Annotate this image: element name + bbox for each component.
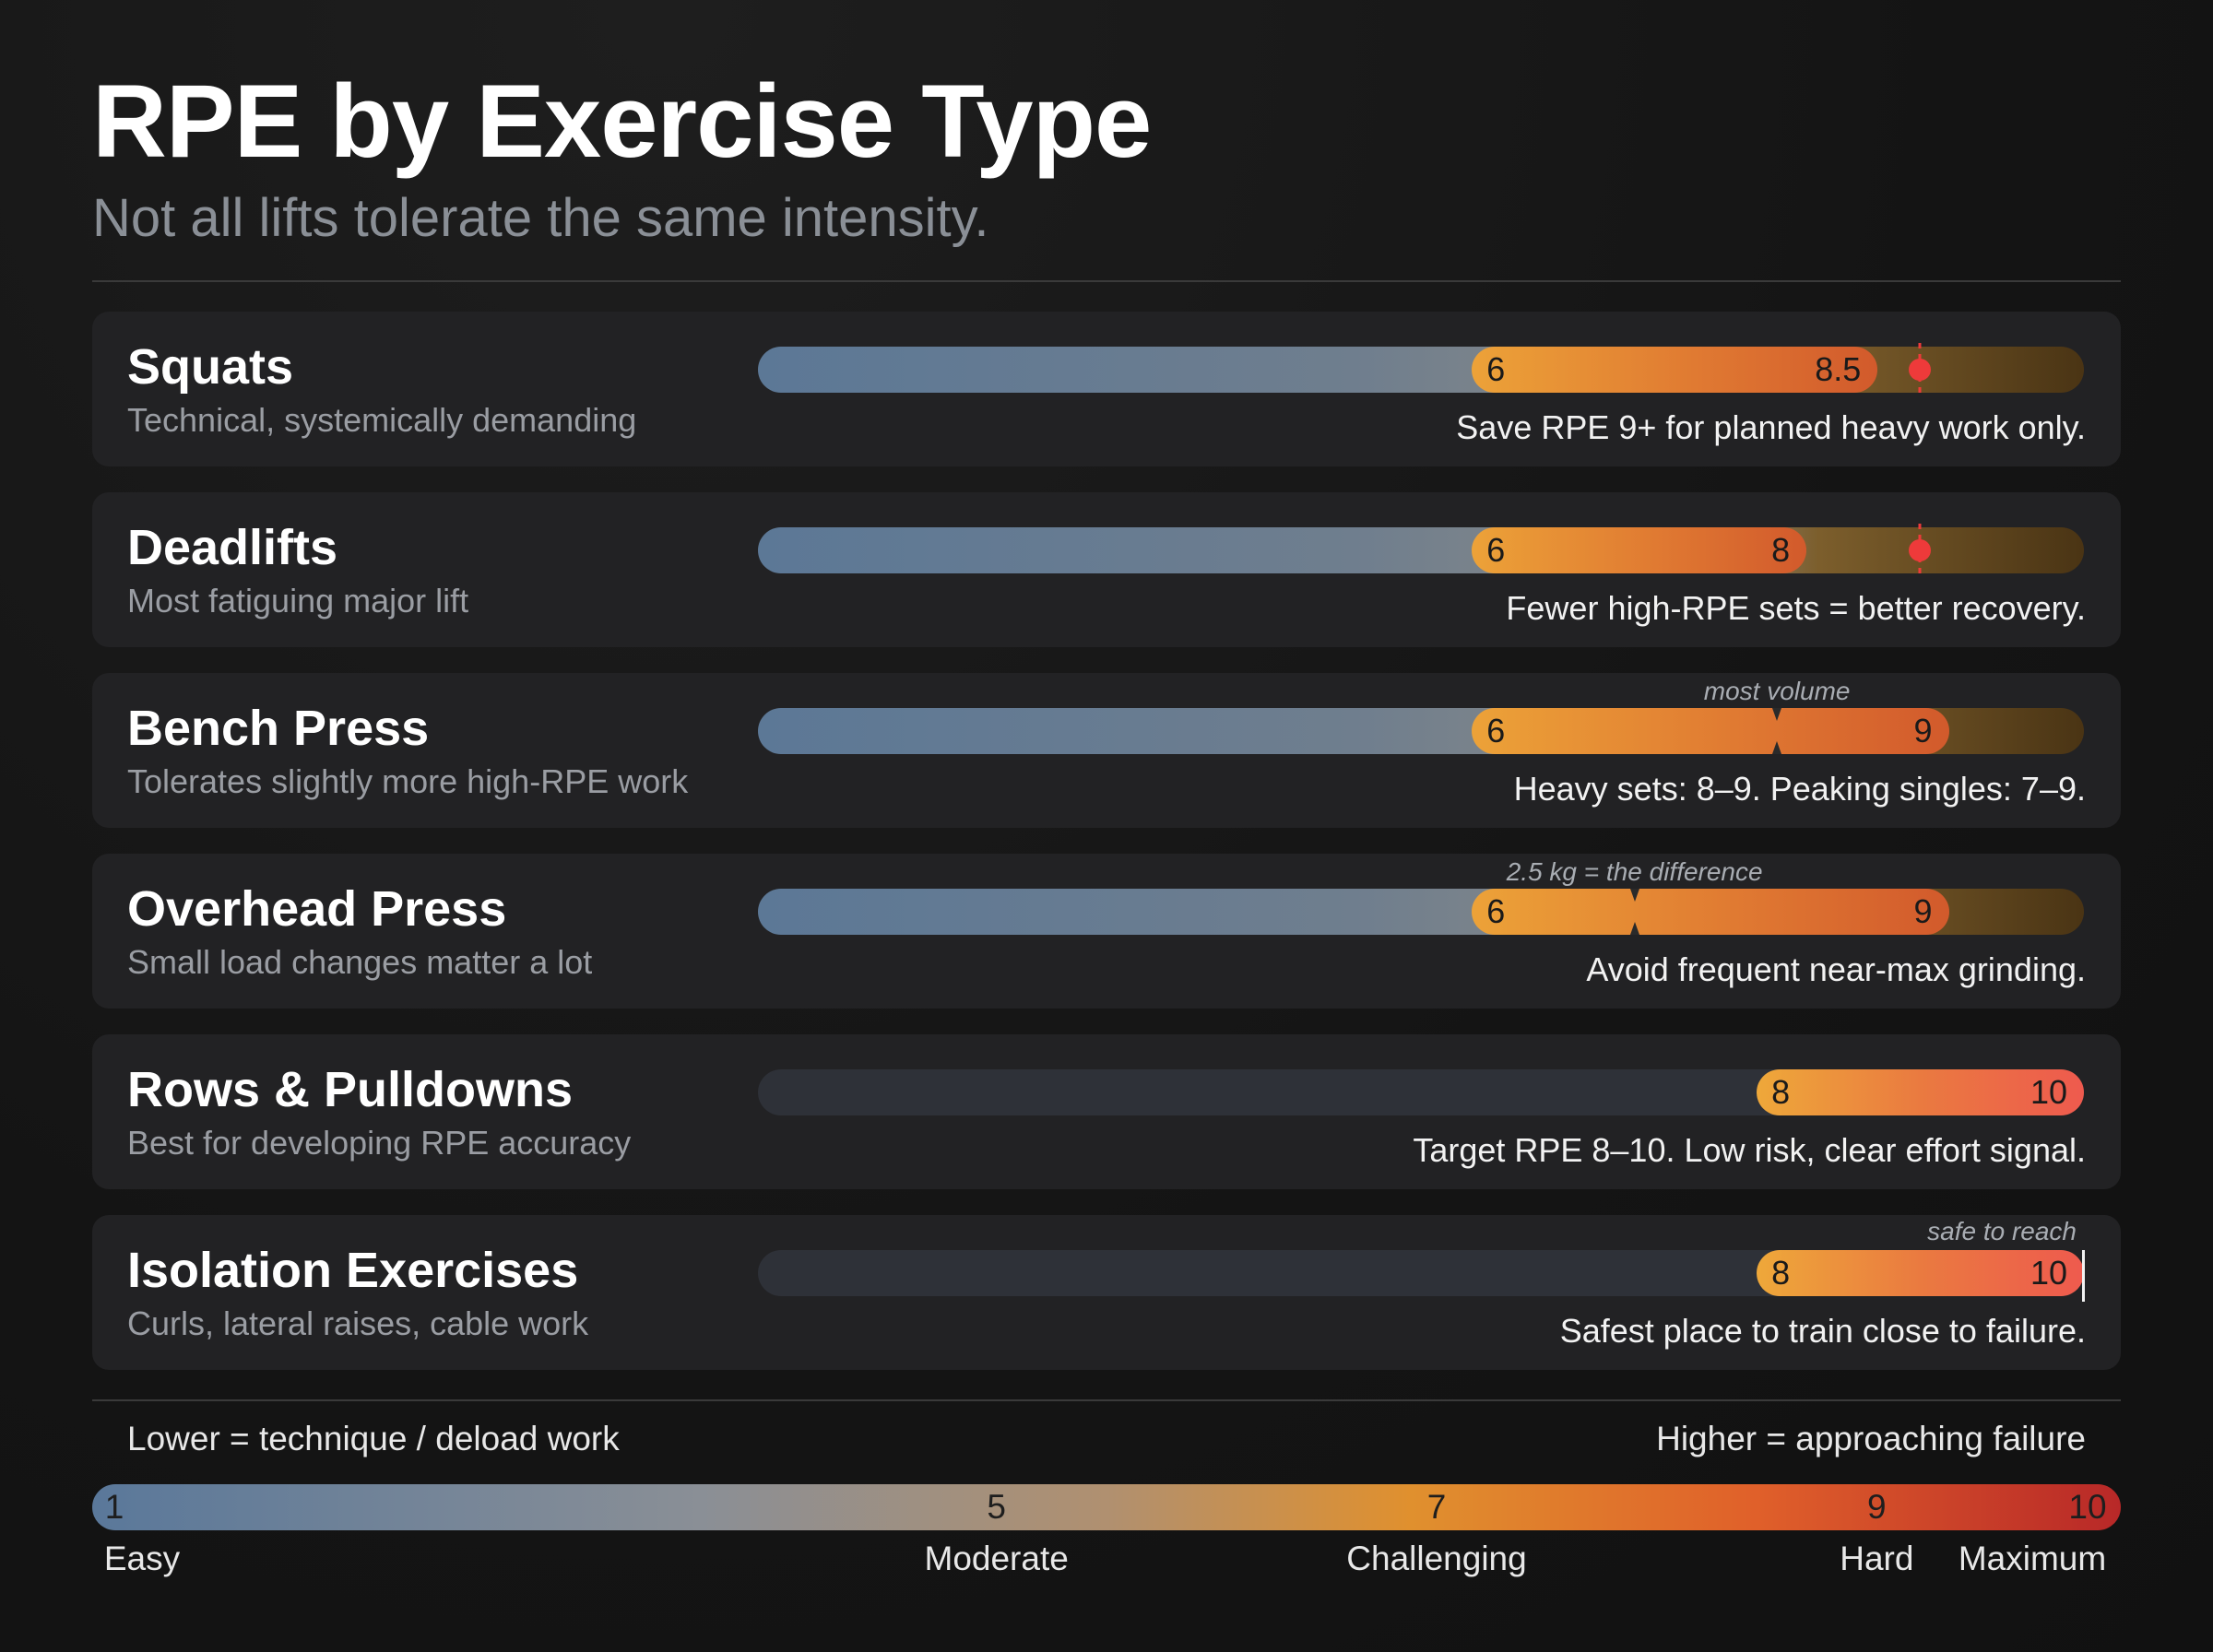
rpe-track [758, 527, 2084, 573]
exercise-card-bench-press: Bench Press Tolerates slightly more high-… [92, 673, 2121, 828]
range-high-label: 10 [2030, 1254, 2067, 1292]
exercise-card-isolation-exercises: Isolation Exercises Curls, lateral raises… [92, 1215, 2121, 1370]
scale-divider [92, 1399, 2121, 1401]
scale-tick-value: 7 [1426, 1488, 1447, 1526]
caution-marker-icon [1908, 343, 1931, 396]
exercise-note: Fewer high-RPE sets = better recovery. [1506, 589, 2086, 627]
scale-right-caption: Higher = approaching failure [1656, 1420, 2086, 1457]
exercise-subtitle: Small load changes matter a lot [127, 943, 593, 981]
scale-tick-value: 9 [1867, 1488, 1887, 1526]
range-low-label: 8 [1771, 1073, 1791, 1111]
rpe-scale-bar [92, 1484, 2121, 1530]
exercise-subtitle: Best for developing RPE accuracy [127, 1124, 632, 1162]
scale-left-caption: Lower = technique / deload work [127, 1420, 620, 1457]
rpe-range-bar: 8 10 [1757, 1250, 2084, 1296]
range-low-label: 8 [1771, 1254, 1791, 1292]
exercise-name: Bench Press [127, 701, 430, 756]
rpe-track [758, 347, 2084, 393]
scale-tick-value: 1 [104, 1488, 124, 1526]
exercise-note: Save RPE 9+ for planned heavy work only. [1456, 408, 2086, 446]
scale-tick-value: 5 [987, 1488, 1006, 1526]
exercise-name: Isolation Exercises [127, 1243, 579, 1298]
end-marker [2082, 1250, 2085, 1302]
exercise-card-deadlifts: Deadlifts Most fatiguing major lift 6 8 Fewe… [92, 492, 2121, 647]
exercise-note: Heavy sets: 8–9. Peaking singles: 7–9. [1513, 770, 2086, 808]
scale-tick-descriptor: Maximum [1958, 1540, 2107, 1577]
exercise-card-squats: Squats Technical, systemically demanding 6… [92, 312, 2121, 466]
scale-tick-descriptor: Easy [103, 1540, 181, 1577]
marker-annotation: safe to reach [1927, 1217, 2077, 1245]
exercise-subtitle: Curls, lateral raises, cable work [127, 1304, 589, 1342]
rpe-range-bar: 6 8.5 [1472, 347, 1878, 393]
header-divider [92, 280, 2121, 282]
exercise-note: Safest place to train close to failure. [1559, 1312, 2086, 1350]
exercise-card-rows-pulldowns: Rows & Pulldowns Best for developing RPE … [92, 1034, 2121, 1189]
exercise-name: Squats [127, 339, 294, 395]
caution-marker-icon [1908, 524, 1931, 577]
exercise-name: Rows & Pulldowns [127, 1062, 574, 1117]
scale-tick-value: 10 [2068, 1488, 2107, 1526]
exercise-note: Target RPE 8–10. Low risk, clear effort … [1413, 1131, 2086, 1169]
exercise-name: Overhead Press [127, 881, 507, 937]
scale-tick-descriptor: Hard [1840, 1540, 1914, 1577]
exercise-note: Avoid frequent near-max grinding. [1586, 950, 2086, 988]
scale-tick-descriptor: Challenging [1346, 1540, 1527, 1577]
volume-marker-icon [1772, 708, 1782, 754]
marker-annotation: most volume [1703, 677, 1851, 705]
range-low-label: 6 [1486, 531, 1506, 569]
exercise-subtitle: Technical, systemically demanding [127, 401, 637, 439]
range-low-label: 6 [1486, 892, 1506, 930]
range-high-label: 8.5 [1815, 350, 1862, 388]
scale-tick-descriptor: Moderate [924, 1540, 1069, 1577]
range-high-label: 9 [1913, 712, 1933, 749]
exercise-subtitle: Most fatiguing major lift [127, 582, 469, 620]
rpe-range-bar: 8 10 [1757, 1069, 2084, 1115]
range-low-label: 6 [1486, 712, 1506, 749]
range-high-label: 8 [1771, 531, 1791, 569]
page-subtitle: Not all lifts tolerate the same intensit… [92, 188, 989, 248]
range-high-label: 10 [2030, 1073, 2067, 1111]
exercise-subtitle: Tolerates slightly more high-RPE work [127, 762, 689, 800]
marker-annotation: 2.5 kg = the difference [1506, 857, 1763, 886]
volume-marker-icon [1629, 889, 1639, 935]
exercise-name: Deadlifts [127, 520, 338, 575]
range-high-label: 9 [1913, 892, 1933, 930]
page-title: RPE by Exercise Type [92, 64, 1152, 179]
exercise-card-overhead-press: Overhead Press Small load changes matter … [92, 854, 2121, 1009]
range-low-label: 6 [1486, 350, 1506, 388]
